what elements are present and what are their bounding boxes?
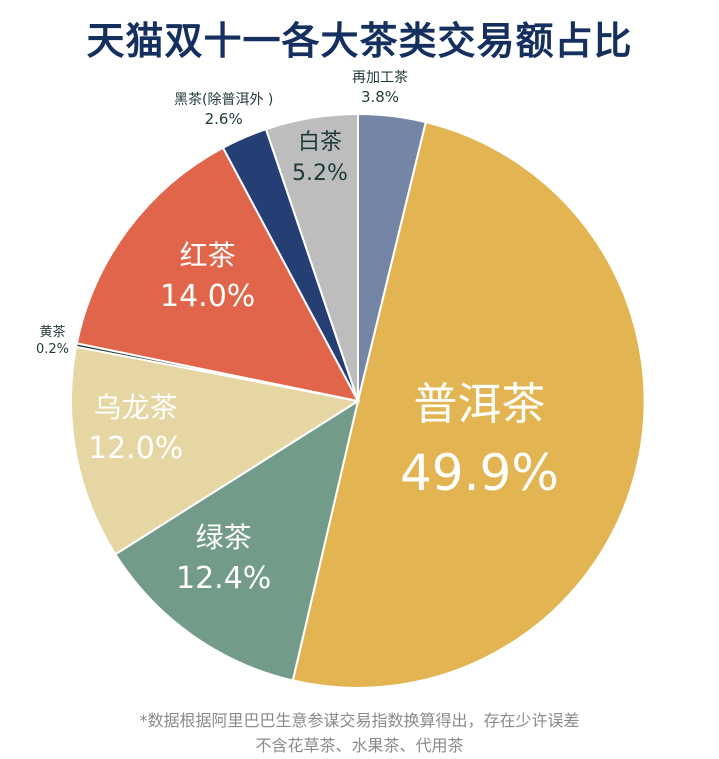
label-wulong-pct: 12.0% [88,431,184,467]
footnote-line-1: *数据根据阿里巴巴生意参谋交易指数换算得出，存在少许误差 [139,711,580,730]
label-baicha: 白茶 5.2% [292,130,348,187]
label-baicha-pct: 5.2% [292,161,348,187]
label-zaijiagong-pct: 3.8% [360,88,400,107]
pie-slice [113,398,360,682]
label-zaijiagong-name: 再加工茶 [352,70,408,86]
pie-slice [75,146,360,403]
label-huangcha-name: 黄茶 [39,325,66,340]
label-heicha: 黑茶(除普洱外 ) 2.6% [174,92,273,128]
label-heicha-name: 黑茶(除普洱外 ) [174,92,274,108]
label-hongcha: 红茶 14.0% [160,239,256,315]
chart-title: 天猫双十一各大茶类交易额占比 [86,19,633,63]
label-huangcha-pct: 0.2% [36,341,70,357]
label-puer: 普洱茶 49.9% [400,379,559,502]
label-huangcha: 黄茶 0.2% [36,325,70,358]
label-lvcha: 绿茶 12.4% [176,521,272,597]
label-hongcha-name: 红茶 [179,239,236,272]
footnote-line-2: 不含花草茶、水果茶、代用茶 [255,736,464,755]
pie-slice [291,120,646,689]
label-wulong-name: 乌龙茶 [93,391,178,424]
pie-slice [264,112,359,402]
label-puer-name: 普洱茶 [413,379,546,430]
label-wulong: 乌龙茶 12.0% [88,391,184,467]
label-lvcha-name: 绿茶 [195,521,252,554]
label-heicha-pct: 2.6% [204,110,243,129]
label-baicha-name: 白茶 [297,130,342,155]
label-hongcha-pct: 14.0% [160,279,256,315]
label-zaijiagong: 再加工茶 3.8% [352,70,408,106]
label-lvcha-pct: 12.4% [176,561,272,597]
label-puer-pct: 49.9% [400,443,559,502]
pie-slice [70,345,361,556]
